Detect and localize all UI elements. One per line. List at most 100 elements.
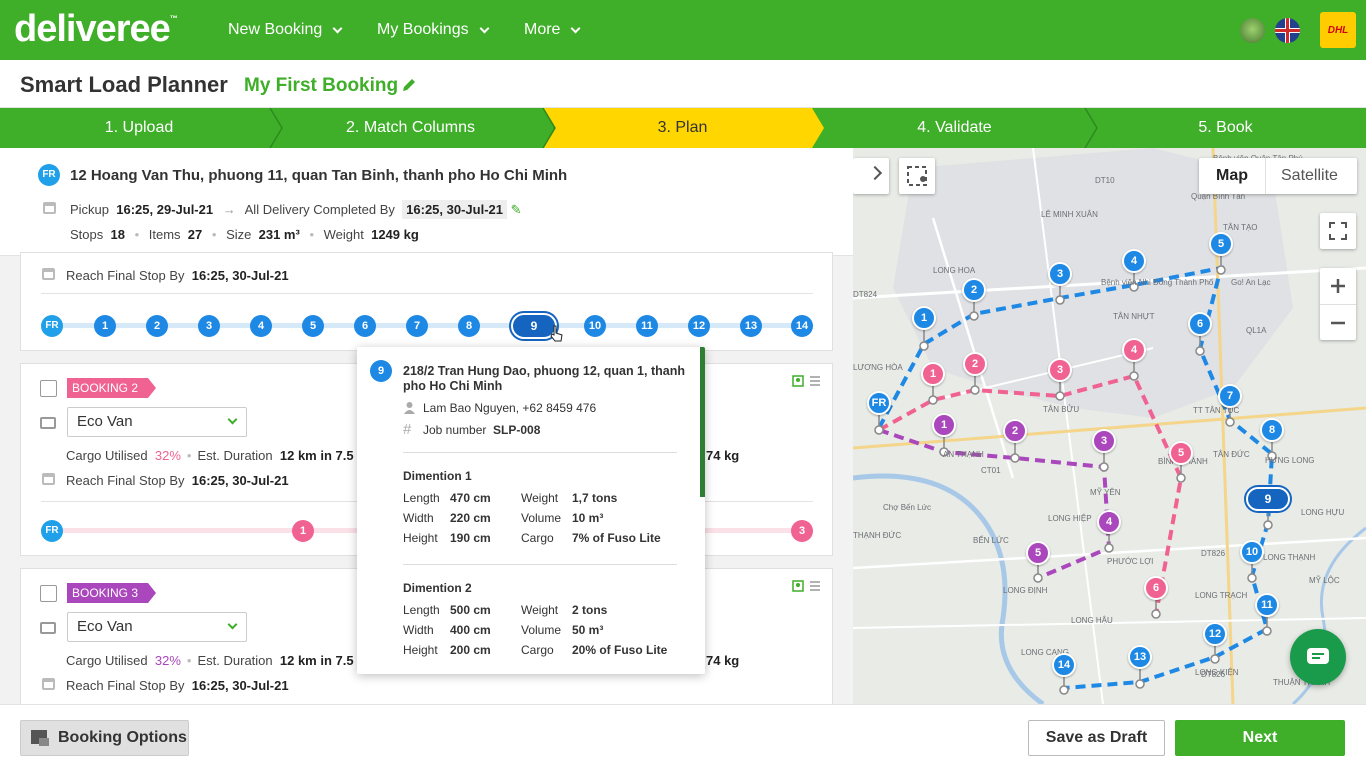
next-button[interactable]: Next xyxy=(1175,720,1345,756)
nav-my-bookings[interactable]: My Bookings xyxy=(377,0,490,60)
zoom-out-button[interactable] xyxy=(1320,304,1356,340)
map-marker-booking-1[interactable]: 7 xyxy=(1218,384,1242,408)
timeline-stop[interactable]: 4 xyxy=(250,315,272,337)
dim-label: Volume xyxy=(521,511,562,525)
company-avatar[interactable]: DHL xyxy=(1320,12,1356,48)
map-place-label: THUẬN THÀNH xyxy=(1273,678,1331,687)
deliveree-logo[interactable]: deliveree ™ xyxy=(14,7,178,50)
marker-anchor xyxy=(1059,685,1069,695)
map-marker-booking-1[interactable]: 3 xyxy=(1048,262,1072,286)
map-marker-booking-1[interactable]: 6 xyxy=(1188,312,1212,336)
save-draft-button[interactable]: Save as Draft xyxy=(1028,720,1165,756)
collapse-map-button[interactable] xyxy=(853,158,889,194)
map-type-satellite[interactable]: Satellite xyxy=(1265,158,1338,194)
timeline-stop[interactable]: 10 xyxy=(584,315,606,337)
map-marker-booking-1[interactable]: FR xyxy=(867,391,891,415)
marker-anchor xyxy=(1104,543,1114,553)
progress-steps: 1. Upload 2. Match Columns 3. Plan 4. Va… xyxy=(0,108,1366,148)
vehicle-select[interactable]: Eco Van xyxy=(67,407,247,437)
map-marker-booking-1[interactable]: 5 xyxy=(1209,232,1233,256)
step-match-columns[interactable]: 2. Match Columns xyxy=(346,119,475,136)
zoom-in-button[interactable] xyxy=(1320,268,1356,304)
map-marker-booking-2[interactable]: 5 xyxy=(1169,441,1193,465)
timeline-stop-fr[interactable]: FR xyxy=(41,315,63,337)
map-marker-booking-1[interactable]: 4 xyxy=(1122,249,1146,273)
edit-pencil-icon[interactable] xyxy=(402,78,416,92)
map-marker-booking-1[interactable]: 12 xyxy=(1203,622,1227,646)
map-marker-booking-1[interactable]: 8 xyxy=(1260,418,1284,442)
map-marker-booking-1[interactable]: 10 xyxy=(1240,540,1264,564)
map-marker-booking-3[interactable]: 2 xyxy=(1003,419,1027,443)
step-validate[interactable]: 4. Validate xyxy=(917,119,992,136)
map-marker-booking-3[interactable]: 4 xyxy=(1097,510,1121,534)
map-marker-booking-2[interactable]: 4 xyxy=(1122,338,1146,362)
map-place-label: PHƯỚC LỢI xyxy=(1107,557,1154,566)
route-map[interactable]: Bệnh viện Quận Tân PhúBệnh Viện Bình Tân… xyxy=(853,148,1366,704)
timeline-stop[interactable]: 1 xyxy=(292,520,314,542)
chevron-right-icon xyxy=(867,165,883,181)
map-marker-booking-1[interactable]: 2 xyxy=(962,278,986,302)
edit-pencil-icon[interactable]: ✎ xyxy=(510,202,522,217)
timeline-stop[interactable]: 11 xyxy=(636,315,658,337)
map-place-label: BẾN LỨC xyxy=(973,536,1009,545)
timeline-stop[interactable]: 5 xyxy=(302,315,324,337)
map-place-label: HƯNG LONG xyxy=(1265,456,1315,465)
timeline-stop[interactable]: 8 xyxy=(458,315,480,337)
map-marker-booking-1[interactable]: 13 xyxy=(1128,645,1152,669)
arrow-right-icon: → xyxy=(222,202,236,217)
timeline-stop[interactable]: 14 xyxy=(791,315,813,337)
map-marker-booking-2[interactable]: 2 xyxy=(963,352,987,376)
timeline-stop[interactable]: 3 xyxy=(198,315,220,337)
map-marker-booking-1[interactable]: 1 xyxy=(912,306,936,330)
timeline-stop-fr[interactable]: FR xyxy=(41,520,63,542)
map-marker-booking-3[interactable]: 1 xyxy=(932,413,956,437)
nav-more[interactable]: More xyxy=(524,0,581,60)
booking-name[interactable]: My First Booking xyxy=(244,75,399,96)
chat-button[interactable] xyxy=(1290,629,1346,685)
timeline-stop[interactable]: 7 xyxy=(406,315,428,337)
timeline-stop[interactable]: 1 xyxy=(94,315,116,337)
map-marker-booking-2[interactable]: 6 xyxy=(1144,576,1168,600)
map-marker-booking-2[interactable]: 3 xyxy=(1048,358,1072,382)
nav-new-booking[interactable]: New Booking xyxy=(228,0,343,60)
scrollbar-thumb[interactable] xyxy=(700,347,705,497)
summary-stats: Stops 18 • Items 27 • Size 231 m³ • Weig… xyxy=(70,227,419,242)
map-marker-booking-3[interactable]: 5 xyxy=(1026,541,1050,565)
map-drag-icons[interactable] xyxy=(792,579,822,593)
vietnam-flag-icon[interactable] xyxy=(1240,18,1265,43)
delivery-time[interactable]: 16:25, 30-Jul-21 xyxy=(402,200,507,219)
timeline-stop[interactable]: 3 xyxy=(791,520,813,542)
marker-anchor xyxy=(919,341,929,351)
stop-address-line2: pho Ho Chi Minh xyxy=(403,379,503,393)
map-marker-booking-3[interactable]: 3 xyxy=(1092,429,1116,453)
step-book[interactable]: 5. Book xyxy=(1198,119,1253,136)
map-marker-booking-1[interactable]: 11 xyxy=(1255,593,1279,617)
map-place-label: TÂN TẠO xyxy=(1223,223,1258,232)
map-marker-booking-1[interactable]: 9 xyxy=(1246,487,1290,511)
map-place-label: LONG HIỆP xyxy=(1048,514,1092,523)
uk-flag-icon[interactable] xyxy=(1275,18,1300,43)
map-drag-icons[interactable] xyxy=(792,374,822,388)
timeline-stop[interactable]: 6 xyxy=(354,315,376,337)
timeline-stop[interactable]: 12 xyxy=(688,315,710,337)
marker-anchor xyxy=(1129,282,1139,292)
booking-checkbox[interactable] xyxy=(40,585,57,602)
lasso-select-button[interactable] xyxy=(899,158,935,194)
map-place-label: LÊ MINH XUÂN xyxy=(1041,210,1098,219)
vehicle-select[interactable]: Eco Van xyxy=(67,612,247,642)
map-type-map[interactable]: Map xyxy=(1216,167,1248,184)
lasso-icon xyxy=(907,166,927,186)
fullscreen-button[interactable] xyxy=(1320,213,1356,249)
map-place-label: TÂN BỬU xyxy=(1043,405,1080,414)
step-plan[interactable]: 3. Plan xyxy=(657,119,708,136)
map-marker-booking-1[interactable]: 14 xyxy=(1052,653,1076,677)
dim-value: 190 cm xyxy=(450,531,491,545)
step-upload[interactable]: 1. Upload xyxy=(104,119,174,136)
booking-checkbox[interactable] xyxy=(40,380,57,397)
dim-label: Height xyxy=(403,531,438,545)
map-marker-booking-2[interactable]: 1 xyxy=(921,362,945,386)
booking-options-button[interactable]: Booking Options xyxy=(20,720,189,756)
timeline-stop[interactable]: 2 xyxy=(146,315,168,337)
dim-label: Length xyxy=(403,603,440,617)
timeline-stop[interactable]: 13 xyxy=(740,315,762,337)
